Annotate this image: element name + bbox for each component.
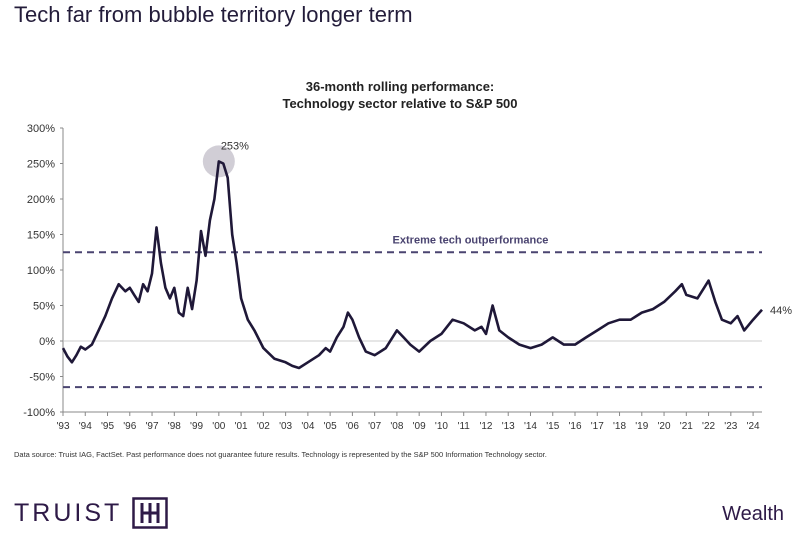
logo-wordmark: TRUIST [14,498,123,527]
y-tick-label: -50% [29,372,55,384]
x-tick-label: '19 [635,421,648,432]
x-tick-label: '16 [568,421,581,432]
chart-subtitle: Technology sector relative to S&P 500 [282,96,518,111]
x-tick-label: '98 [168,421,181,432]
x-tick-label: '23 [724,421,737,432]
latest-value-label: 44% [770,305,792,317]
x-tick-label: '21 [680,421,693,432]
x-tick-label: '17 [591,421,604,432]
x-tick-label: '95 [101,421,114,432]
x-tick-label: '09 [413,421,426,432]
peak-label: 253% [221,140,249,152]
x-tick-label: '22 [702,421,715,432]
x-tick-label: '10 [435,421,448,432]
chart-title: 36-month rolling performance: [305,79,495,94]
x-tick-label: '24 [747,421,760,432]
x-tick-label: '04 [301,421,314,432]
x-tick-label: '07 [368,421,381,432]
x-tick-label: '99 [190,421,203,432]
x-tick-label: '03 [279,421,292,432]
data-source-footnote: Data source: Truist IAG, FactSet. Past p… [14,450,547,459]
x-tick-label: '06 [346,421,359,432]
x-tick-label: '93 [56,421,69,432]
y-tick-label: 50% [33,301,55,313]
x-tick-label: '97 [146,421,159,432]
x-tick-label: '15 [546,421,559,432]
x-tick-label: '01 [235,421,248,432]
series-line [61,160,763,370]
x-tick-label: '96 [123,421,136,432]
truist-logo: TRUIST [14,495,169,531]
y-tick-label: 100% [27,265,55,277]
truist-mark-icon [132,497,169,529]
y-tick-label: 300% [27,123,55,135]
x-tick-label: '13 [502,421,515,432]
x-tick-label: '05 [324,421,337,432]
x-tick-label: '94 [79,421,92,432]
y-tick-label: 200% [27,194,55,206]
y-tick-label: 0% [39,336,55,348]
x-tick-label: '12 [479,421,492,432]
page-headline: Tech far from bubble territory longer te… [14,2,413,27]
x-tick-label: '08 [390,421,403,432]
y-tick-label: 250% [27,159,55,171]
chart-title-block: 36-month rolling performance: Technology… [180,78,620,112]
x-tick-label: '00 [212,421,225,432]
x-tick-label: '11 [458,421,471,432]
x-tick-label: '18 [613,421,626,432]
wealth-label: Wealth [722,503,784,525]
x-tick-label: '20 [658,421,671,432]
threshold-label: Extreme tech outperformance [393,234,549,246]
x-tick-label: '14 [524,421,537,432]
x-tick-label: '02 [257,421,270,432]
y-tick-label: 150% [27,230,55,242]
y-tick-label: -100% [23,407,55,419]
